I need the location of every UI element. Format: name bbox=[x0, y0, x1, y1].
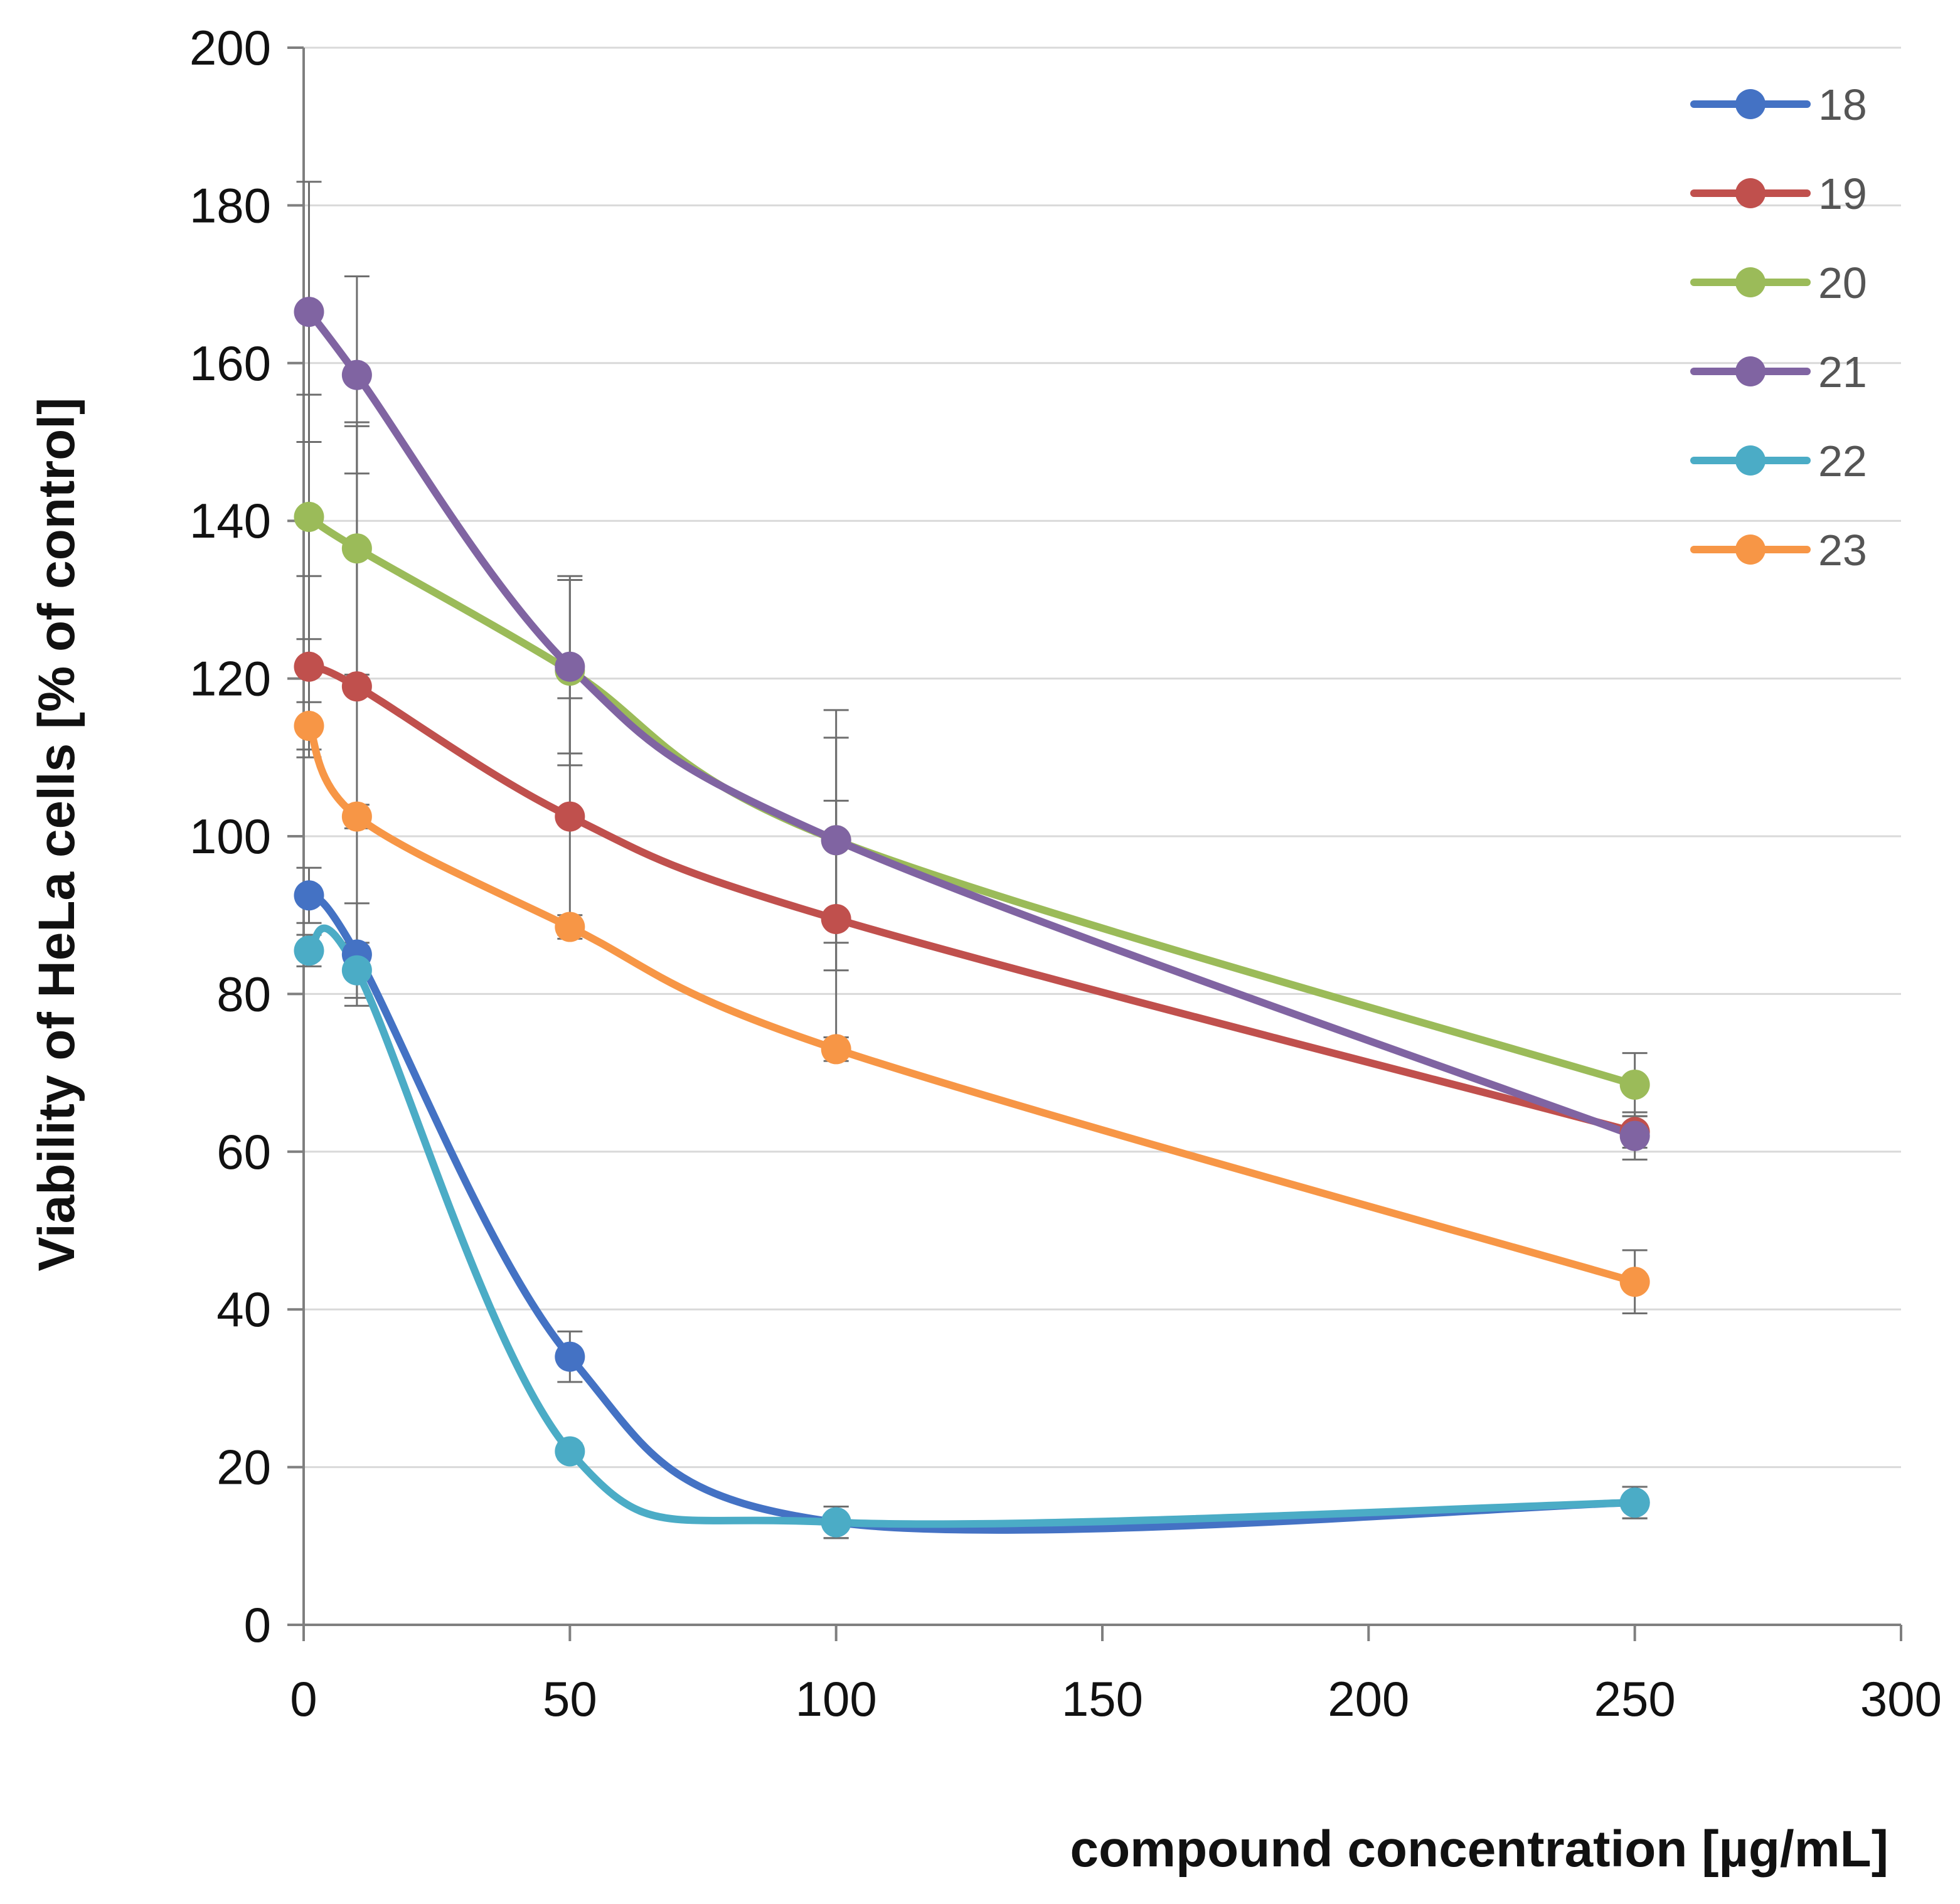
x-tick-label: 250 bbox=[1594, 1671, 1676, 1726]
data-point-22 bbox=[341, 955, 372, 986]
data-point-20 bbox=[341, 533, 372, 564]
data-point-23 bbox=[555, 912, 585, 942]
data-point-23 bbox=[341, 801, 372, 832]
y-tick-label: 140 bbox=[189, 493, 271, 548]
tick-labels: 0 20 40 60 80 100 120 140 160 180 200 0 50 100 150 200 2… bbox=[189, 20, 1942, 1726]
legend-label-20: 20 bbox=[1818, 258, 1867, 307]
legend-swatch-marker-21 bbox=[1735, 356, 1766, 386]
y-tick-label: 80 bbox=[216, 966, 271, 1021]
data-point-19 bbox=[555, 801, 585, 832]
x-tick-label: 150 bbox=[1062, 1671, 1143, 1726]
legend-label-22: 22 bbox=[1818, 437, 1867, 486]
data-point-21 bbox=[1619, 1120, 1650, 1151]
legend-swatch-marker-19 bbox=[1735, 178, 1766, 208]
y-tick-label: 160 bbox=[189, 336, 271, 391]
data-point-19 bbox=[341, 671, 372, 702]
legend-label-19: 19 bbox=[1818, 169, 1867, 218]
series-line-21 bbox=[305, 308, 1639, 1140]
data-point-18 bbox=[555, 1341, 585, 1372]
legend-swatch-marker-20 bbox=[1735, 267, 1766, 297]
legend-swatch-marker-23 bbox=[1735, 535, 1766, 565]
legend-label-23: 23 bbox=[1818, 526, 1867, 575]
x-tick-label: 0 bbox=[290, 1671, 317, 1726]
x-tick-label: 50 bbox=[543, 1671, 597, 1726]
data-point-19 bbox=[294, 651, 324, 682]
series-points bbox=[294, 297, 1650, 1538]
data-point-21 bbox=[555, 651, 585, 682]
y-tick-label: 180 bbox=[189, 178, 271, 233]
x-tick-label: 200 bbox=[1328, 1671, 1409, 1726]
y-tick-label: 200 bbox=[189, 20, 271, 75]
data-point-22 bbox=[555, 1436, 585, 1467]
data-point-21 bbox=[341, 359, 372, 390]
y-tick-label: 0 bbox=[244, 1597, 271, 1652]
data-point-20 bbox=[294, 501, 324, 532]
y-tick-label: 20 bbox=[216, 1440, 271, 1495]
gridlines bbox=[304, 46, 1901, 1469]
x-tick-label: 100 bbox=[796, 1671, 877, 1726]
x-tick-label: 300 bbox=[1860, 1671, 1942, 1726]
y-tick-label: 40 bbox=[216, 1282, 271, 1337]
data-point-23 bbox=[821, 1034, 851, 1065]
y-tick-label: 120 bbox=[189, 651, 271, 706]
legend: 18 19 20 21 22 23 bbox=[1690, 80, 1867, 575]
legend-label-18: 18 bbox=[1818, 80, 1867, 129]
y-axis-title: Viability of HeLa cells [% of control] bbox=[28, 398, 85, 1272]
legend-swatch-marker-22 bbox=[1735, 445, 1766, 476]
data-point-21 bbox=[821, 825, 851, 856]
legend-label-21: 21 bbox=[1818, 348, 1867, 396]
data-point-23 bbox=[1619, 1267, 1650, 1297]
series-line-19 bbox=[305, 662, 1639, 1136]
y-tick-label: 100 bbox=[189, 809, 271, 864]
data-point-22 bbox=[1619, 1487, 1650, 1518]
data-point-19 bbox=[821, 903, 851, 934]
x-axis-title: compound concentration [µg/mL] bbox=[1070, 1821, 1888, 1878]
data-point-23 bbox=[294, 711, 324, 742]
data-point-20 bbox=[1619, 1069, 1650, 1100]
y-tick-label: 60 bbox=[216, 1124, 271, 1179]
data-point-22 bbox=[821, 1507, 851, 1538]
legend-swatch-marker-18 bbox=[1735, 89, 1766, 119]
data-point-21 bbox=[294, 297, 324, 327]
data-point-22 bbox=[294, 935, 324, 966]
data-point-18 bbox=[294, 880, 324, 911]
